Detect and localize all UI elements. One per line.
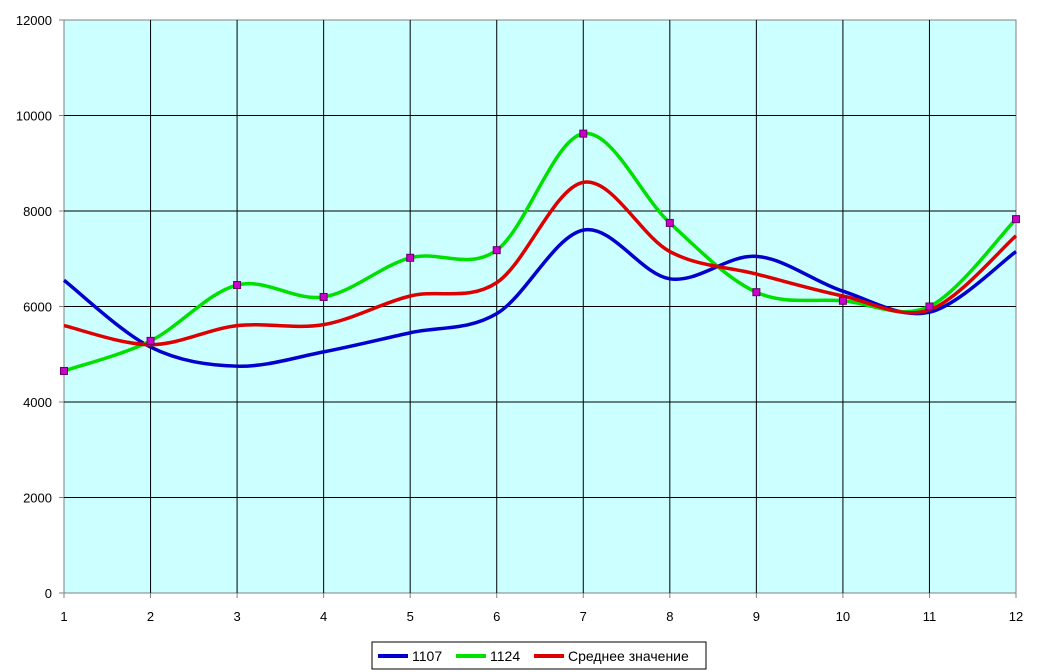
data-point-marker xyxy=(319,292,328,301)
data-point-marker xyxy=(406,253,415,262)
x-axis-ticks: 1 2 3 4 5 6 7 8 9 10 11 12 xyxy=(60,593,1023,624)
data-point-marker xyxy=(492,246,501,255)
data-point-marker xyxy=(233,281,242,290)
x-tick-label: 10 xyxy=(836,609,850,624)
x-tick-label: 12 xyxy=(1009,609,1023,624)
x-tick-label: 11 xyxy=(923,609,937,624)
series-line-1 xyxy=(62,228,1018,368)
data-point-marker xyxy=(579,129,588,138)
x-tick-label: 5 xyxy=(407,609,414,624)
series-markers xyxy=(60,129,1020,375)
series-line-3 xyxy=(63,180,1018,347)
legend: 1107 1124 Среднее значение xyxy=(371,641,707,670)
data-point-marker xyxy=(60,366,68,375)
x-tick-label: 8 xyxy=(666,609,673,624)
x-tick-label: 1 xyxy=(60,609,67,624)
data-point-marker xyxy=(925,302,934,311)
y-tick-label: 2000 xyxy=(23,491,52,506)
legend-label: 1107 xyxy=(412,648,442,664)
x-tick-label: 4 xyxy=(320,609,327,624)
x-tick-label: 6 xyxy=(493,609,500,624)
y-axis-ticks: 0 2000 4000 6000 8000 10000 12000 xyxy=(16,13,64,601)
data-point-marker xyxy=(752,288,761,297)
y-tick-label: 4000 xyxy=(23,395,52,410)
legend-label: Среднее значение xyxy=(568,648,689,664)
data-point-marker xyxy=(665,218,674,227)
x-tick-label: 9 xyxy=(753,609,760,624)
x-tick-label: 7 xyxy=(580,609,587,624)
y-tick-label: 8000 xyxy=(23,204,52,219)
y-tick-label: 12000 xyxy=(16,13,52,28)
data-point-marker xyxy=(146,336,155,345)
x-tick-label: 2 xyxy=(147,609,154,624)
y-tick-label: 6000 xyxy=(23,300,52,315)
data-point-marker xyxy=(838,296,847,305)
data-point-marker xyxy=(1012,215,1020,224)
legend-label: 1124 xyxy=(490,648,520,664)
y-tick-label: 0 xyxy=(45,586,52,601)
y-tick-label: 10000 xyxy=(16,109,52,124)
x-tick-label: 3 xyxy=(233,609,240,624)
grid-lines xyxy=(64,20,1016,593)
